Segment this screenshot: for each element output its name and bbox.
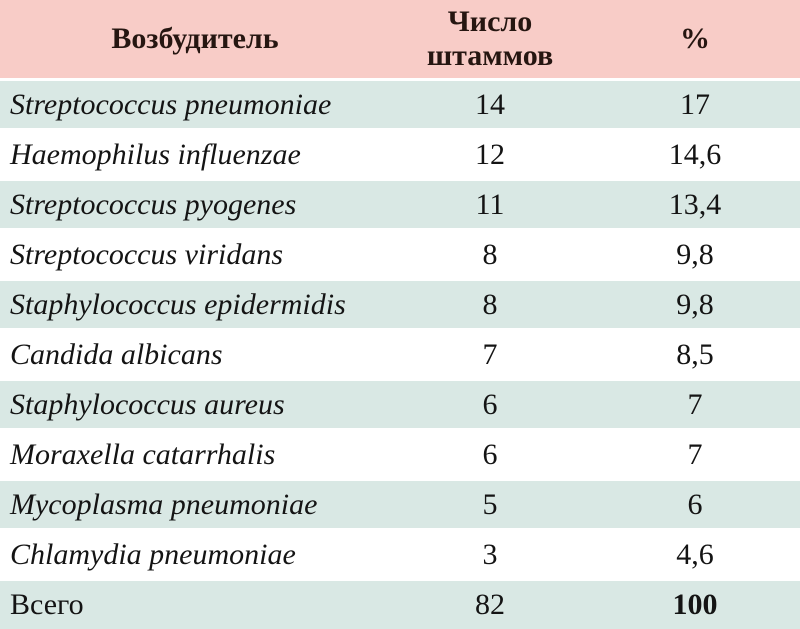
table-row: Moraxella catarrhalis 6 7 (0, 428, 800, 478)
percent-cell: 9,8 (676, 237, 714, 271)
table-header-row: Возбудитель Число штаммов % (0, 0, 800, 78)
percent-cell: 4,6 (676, 537, 714, 571)
count-cell: 3 (482, 537, 498, 571)
pathogen-cell: Mycoplasma pneumoniae (10, 487, 318, 521)
header-strain-count: Число штаммов (390, 0, 590, 78)
pathogen-cell: Haemophilus influenzae (10, 137, 301, 171)
pathogen-cell: Staphylococcus aureus (10, 387, 285, 421)
pathogen-cell: Streptococcus pyogenes (10, 187, 297, 221)
table-total-row: Всего 82 100 (0, 578, 800, 629)
pathogen-cell: Candida albicans (10, 337, 223, 371)
count-cell: 7 (482, 337, 498, 371)
table-row: Staphylococcus epidermidis 8 9,8 (0, 278, 800, 328)
percent-cell: 13,4 (668, 187, 722, 221)
percent-cell: 8,5 (676, 337, 714, 371)
count-cell: 8 (482, 287, 498, 321)
total-count-cell: 82 (475, 588, 505, 621)
pathogen-cell: Chlamydia pneumoniae (10, 537, 296, 571)
table-row: Staphylococcus aureus 6 7 (0, 378, 800, 428)
pathogen-cell: Moraxella catarrhalis (10, 437, 276, 471)
percent-cell: 14,6 (668, 137, 722, 171)
table-row: Haemophilus influenzae 12 14,6 (0, 128, 800, 178)
table-row: Chlamydia pneumoniae 3 4,6 (0, 528, 800, 578)
table-row: Streptococcus pneumoniae 14 17 (0, 78, 800, 128)
header-pathogen-label: Возбудитель (111, 21, 279, 55)
table-row: Mycoplasma pneumoniae 5 6 (0, 478, 800, 528)
count-cell: 8 (482, 237, 498, 271)
header-percent: % (590, 0, 800, 78)
header-strain-count-label: Число штаммов (426, 4, 554, 73)
total-label-cell: Всего (10, 588, 84, 621)
table-row: Candida albicans 7 8,5 (0, 328, 800, 378)
header-percent-label: % (680, 21, 710, 55)
pathogen-cell: Streptococcus viridans (10, 237, 284, 271)
percent-cell: 17 (680, 87, 710, 121)
percent-cell: 9,8 (676, 287, 714, 321)
count-cell: 11 (475, 187, 505, 221)
total-percent-cell: 100 (672, 588, 718, 621)
pathogen-cell: Streptococcus pneumoniae (10, 87, 332, 121)
pathogen-cell: Staphylococcus epidermidis (10, 287, 346, 321)
percent-cell: 7 (687, 437, 703, 471)
percent-cell: 7 (687, 387, 703, 421)
table-row: Streptococcus pyogenes 11 13,4 (0, 178, 800, 228)
header-pathogen: Возбудитель (0, 0, 390, 78)
count-cell: 12 (475, 137, 505, 171)
count-cell: 14 (475, 87, 505, 121)
table-row: Streptococcus viridans 8 9,8 (0, 228, 800, 278)
count-cell: 6 (482, 437, 498, 471)
count-cell: 5 (482, 487, 498, 521)
count-cell: 6 (482, 387, 498, 421)
percent-cell: 6 (687, 487, 703, 521)
